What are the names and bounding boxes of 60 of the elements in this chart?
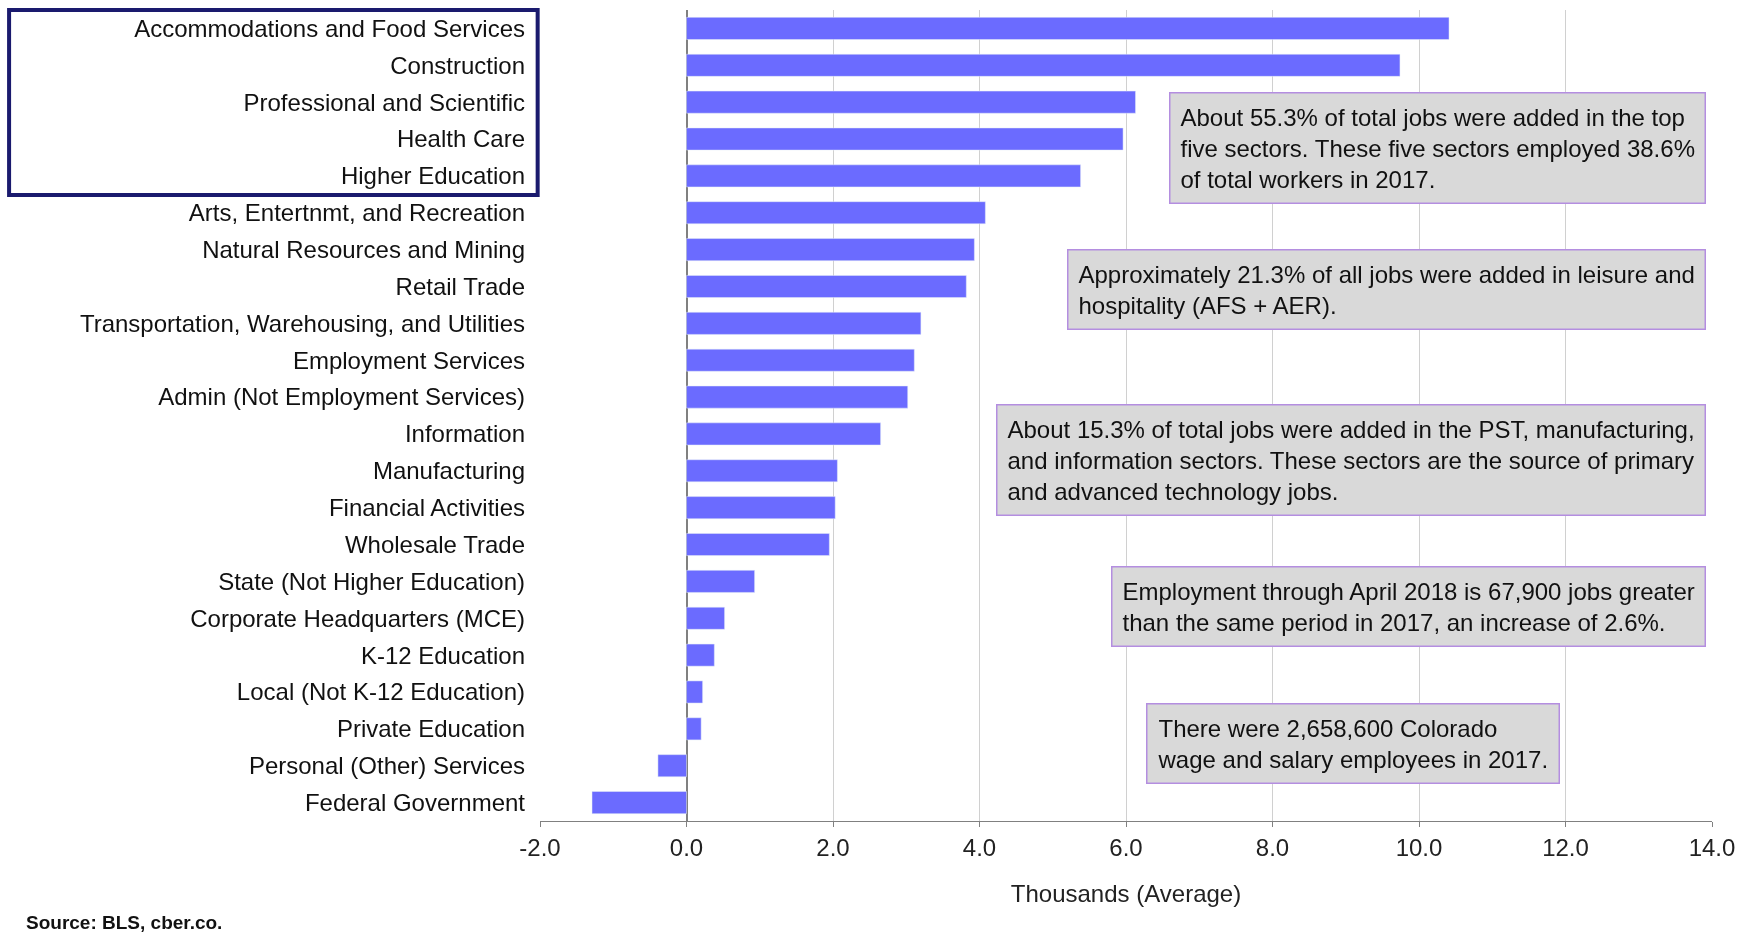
y-tick-label: Natural Resources and Mining bbox=[202, 236, 525, 264]
y-tick-label: Employment Services bbox=[292, 346, 525, 374]
bar bbox=[686, 17, 1450, 40]
bar bbox=[686, 275, 967, 298]
x-tick-label: 14.0 bbox=[1688, 833, 1736, 861]
y-tick-label: Health Care bbox=[396, 125, 525, 153]
bar bbox=[686, 680, 703, 704]
annotation: Employment through April 2018 is 67,900 jobs greater than the same period in 2017, an increase of 2.6%. bbox=[1122, 577, 1695, 636]
annotation: About 15.3% of total jobs were added in the PST, manufacturing, and information sectors. These sectors are the source of primary and advanced technology jobs. bbox=[1007, 415, 1695, 505]
x-tick-label: 12.0 bbox=[1542, 833, 1589, 861]
x-tick-label: 2.0 bbox=[816, 833, 850, 861]
annotation: There were 2,658,600 Colorado wage and salary employees in 2017. bbox=[1157, 714, 1549, 773]
bar bbox=[686, 496, 836, 519]
y-tick-label: Accommodations and Food Services bbox=[134, 14, 525, 42]
x-tick-label: 6.0 bbox=[1109, 833, 1143, 861]
x-axis-title: Thousands (Average) bbox=[1010, 880, 1242, 908]
bar bbox=[686, 459, 838, 483]
bar bbox=[686, 312, 922, 335]
y-tick-label: Local (Not K-12 Education) bbox=[236, 678, 525, 706]
y-tick-label: Construction bbox=[390, 51, 525, 79]
y-tick-label: Corporate Headquarters (MCE) bbox=[190, 604, 525, 632]
bar bbox=[686, 643, 715, 667]
bar bbox=[686, 606, 725, 630]
bar bbox=[686, 127, 1124, 151]
y-tick-label: State (Not Higher Education) bbox=[218, 567, 525, 595]
bar bbox=[686, 90, 1136, 114]
annotation: About 55.3% of total jobs were added in the top five sectors. These five sectors employed 38.6% of total workers in 2017. bbox=[1180, 103, 1695, 193]
bar bbox=[686, 570, 755, 593]
y-tick-label: Professional and Scientific bbox=[243, 88, 525, 116]
x-tick-label: 10.0 bbox=[1395, 833, 1443, 861]
bar bbox=[657, 754, 687, 778]
y-tick-label: Manufacturing bbox=[372, 457, 525, 485]
y-tick-label: Admin (Not Employment Services) bbox=[158, 383, 525, 411]
bar bbox=[686, 348, 915, 372]
source-note: Source: BLS, cber.co. bbox=[26, 912, 223, 933]
bar bbox=[686, 238, 975, 261]
y-tick-label: Arts, Entertnmt, and Recreation bbox=[188, 199, 525, 227]
x-tick-label: 8.0 bbox=[1255, 833, 1290, 861]
y-tick-label: Higher Education bbox=[340, 162, 525, 190]
y-tick-label: Personal (Other) Services bbox=[248, 752, 525, 780]
y-tick-label: K-12 Education bbox=[360, 641, 525, 669]
bar bbox=[686, 385, 908, 409]
bar bbox=[686, 164, 1081, 188]
y-tick-label: Private Education bbox=[336, 715, 525, 743]
bar bbox=[686, 717, 702, 741]
y-tick-label: Information bbox=[404, 420, 525, 448]
bar bbox=[686, 533, 830, 556]
annotation: Approximately 21.3% of all jobs were added in leisure and hospitality (AFS + AER). bbox=[1078, 260, 1695, 319]
y-tick-label: Wholesale Trade bbox=[344, 530, 525, 558]
x-tick-label: 4.0 bbox=[962, 833, 997, 861]
y-tick-label: Financial Activities bbox=[328, 494, 525, 522]
bar bbox=[686, 53, 1401, 77]
bar bbox=[686, 201, 986, 225]
bar bbox=[591, 791, 687, 814]
y-tick-label: Transportation, Warehousing, and Utilities bbox=[79, 309, 525, 337]
y-tick-label: Retail Trade bbox=[395, 272, 525, 300]
y-tick-label: Federal Government bbox=[304, 788, 526, 816]
bar bbox=[686, 422, 881, 446]
x-tick-label: -2.0 bbox=[519, 833, 561, 861]
x-tick-label: 0.0 bbox=[669, 833, 704, 861]
